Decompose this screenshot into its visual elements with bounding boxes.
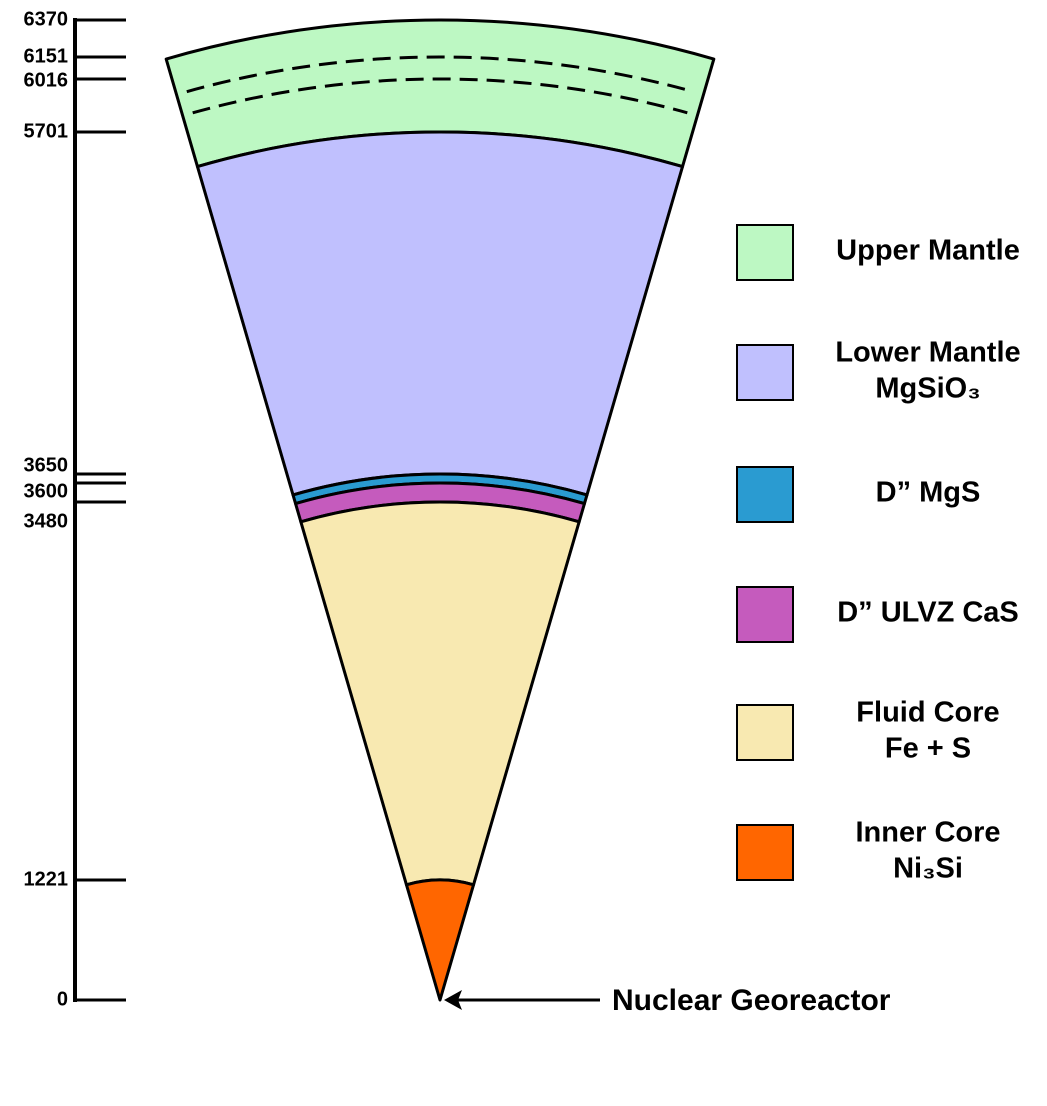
wedge <box>166 20 714 1000</box>
scale-tick-label: 3600 <box>24 480 69 502</box>
layer-band <box>197 132 682 495</box>
layer-band <box>301 502 579 885</box>
annotation: Nuclear Georeactor <box>612 984 891 1017</box>
legend-label: Fluid Core <box>856 697 999 729</box>
legend-label: D” ULVZ CaS <box>837 597 1019 629</box>
scale-tick-label: 0 <box>57 988 68 1010</box>
layer-band <box>406 880 473 1000</box>
legend-label: Fe + S <box>885 733 971 765</box>
legend-swatch <box>737 825 793 880</box>
legend-swatch <box>737 467 793 522</box>
scale-tick-label: 5701 <box>24 120 69 142</box>
scale-tick-label: 6016 <box>24 69 69 91</box>
legend-swatch <box>737 705 793 760</box>
legend-swatch <box>737 345 793 400</box>
scale-tick-label: 6151 <box>24 45 69 67</box>
scale-tick-label: 1221 <box>24 868 69 890</box>
legend-swatch <box>737 225 793 280</box>
scale-tick-label: 3650 <box>24 454 69 476</box>
legend-label: D” MgS <box>876 477 981 509</box>
scale-tick-label: 6370 <box>24 8 69 30</box>
legend-label: MgSiO₃ <box>875 373 980 405</box>
legend-label: Ni₃Si <box>893 853 963 885</box>
legend-label: Upper Mantle <box>836 235 1020 267</box>
legend-label: Lower Mantle <box>835 337 1020 369</box>
legend-label: Inner Core <box>855 817 1000 849</box>
scale-tick-label: 3480 <box>24 510 69 532</box>
diagram: Nuclear Georeactor 0 1221 3480 3600 3650 5701… <box>0 0 1047 1101</box>
legend-swatch <box>737 587 793 642</box>
